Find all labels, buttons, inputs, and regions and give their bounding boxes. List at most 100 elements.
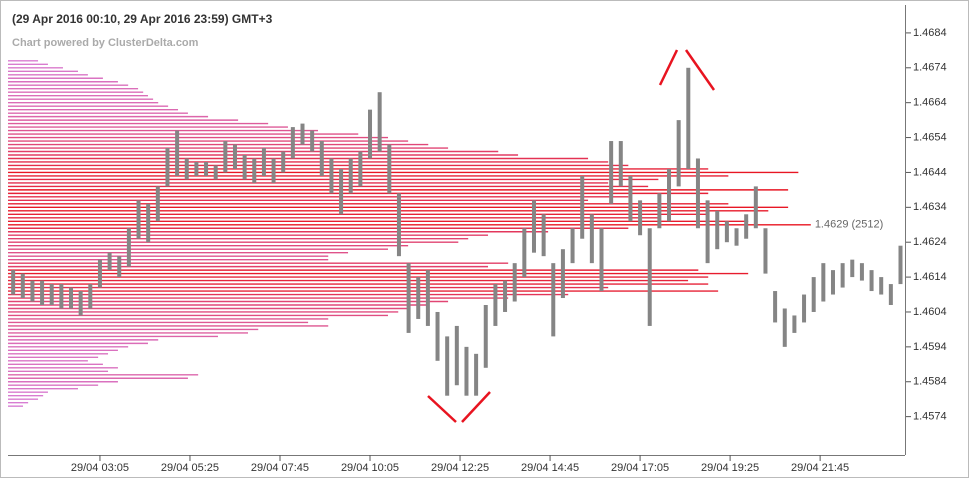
price-bar [580,175,585,239]
price-bar [69,287,74,309]
y-tick-label: 1.4604 [913,306,947,318]
price-bar [310,130,315,152]
price-bar [811,277,816,312]
price-bar [232,144,237,169]
price-bar [107,252,112,271]
price-bar [609,141,614,204]
price-bar [869,270,874,292]
price-bar [406,263,411,333]
price-bar [830,270,835,295]
price-bar [416,277,421,319]
price-bar [859,263,864,281]
price-bar [657,193,662,229]
price-bar [126,228,131,267]
marker-line [461,391,491,423]
y-tick-label: 1.4644 [913,166,947,178]
price-bar [339,168,344,215]
y-tick-label: 1.4634 [913,201,947,213]
price-bar [78,291,83,316]
marker-line [684,49,716,91]
price-bar [175,130,180,176]
price-bar [396,193,401,257]
price-bar [136,200,141,239]
price-bar [503,280,508,312]
price-bar [40,280,45,305]
price-bar [204,161,209,176]
price-bar [59,284,64,309]
x-tick-label: 29/04 12:25 [431,462,489,474]
price-bar [464,346,469,396]
x-tick-label: 29/04 19:25 [701,462,759,474]
x-tick-label: 29/04 07:45 [251,462,309,474]
price-bar [493,284,498,326]
price-bar [252,158,257,183]
price-bar [647,228,652,326]
price-bar [117,256,122,278]
price-bar [715,210,720,250]
price-bar [483,305,488,368]
price-bar [898,245,903,285]
price-bar [435,311,440,361]
price-bar [531,200,536,253]
price-bar [734,228,739,246]
price-bar [763,228,768,274]
price-bar [377,92,382,152]
price-bar [888,284,893,305]
price-bar [368,109,373,159]
price-bar [49,284,54,305]
price-bar [676,120,681,187]
price-bar [599,228,604,292]
price-bar [300,123,305,145]
price-bar [705,200,710,264]
price-bar [146,203,151,243]
x-tick-label: 29/04 17:05 [611,462,669,474]
extreme-markers [427,49,716,423]
price-bar [570,228,575,264]
price-bar [474,353,479,396]
price-bar [242,155,247,180]
y-tick-label: 1.4584 [913,376,947,388]
price-bar [541,214,546,257]
plot-area [8,60,903,407]
price-bar [782,308,787,347]
price-bar [88,284,93,309]
price-bar [638,200,643,236]
price-bar [628,175,633,222]
price-bar [348,158,353,194]
y-tick-label: 1.4594 [913,341,947,353]
price-bar [329,158,334,194]
price-bar [281,151,286,173]
price-bar [821,263,826,302]
price-bar [11,270,16,295]
price-bar [319,141,324,176]
chart-subtitle: Chart powered by ClusterDelta.com [12,37,199,49]
price-bar [387,144,392,194]
y-tick-label: 1.4674 [913,62,947,74]
price-bar [97,259,102,288]
price-bar [512,263,517,302]
price-bar [165,148,170,187]
price-bar [667,168,672,222]
poc-label: 1.4629 (2512) [815,219,884,231]
price-bar [223,141,228,173]
price-bar [792,315,797,333]
price-bar [213,165,218,180]
price-bar [850,259,855,278]
price-bar [840,263,845,288]
y-tick-label: 1.4654 [913,131,947,143]
price-bar [589,214,594,264]
price-bar [454,325,459,386]
price-bar [724,221,729,243]
price-bar [560,249,565,299]
price-bar [686,67,691,169]
y-tick-label: 1.4664 [913,97,947,109]
y-tick-label: 1.4614 [913,271,947,283]
x-tick-label: 29/04 03:05 [71,462,129,474]
price-bar [290,127,295,159]
marker-line [658,49,679,86]
price-bar [551,263,556,337]
x-tick-label: 29/04 14:45 [521,462,579,474]
price-bar [271,158,276,183]
price-bar [20,273,25,299]
